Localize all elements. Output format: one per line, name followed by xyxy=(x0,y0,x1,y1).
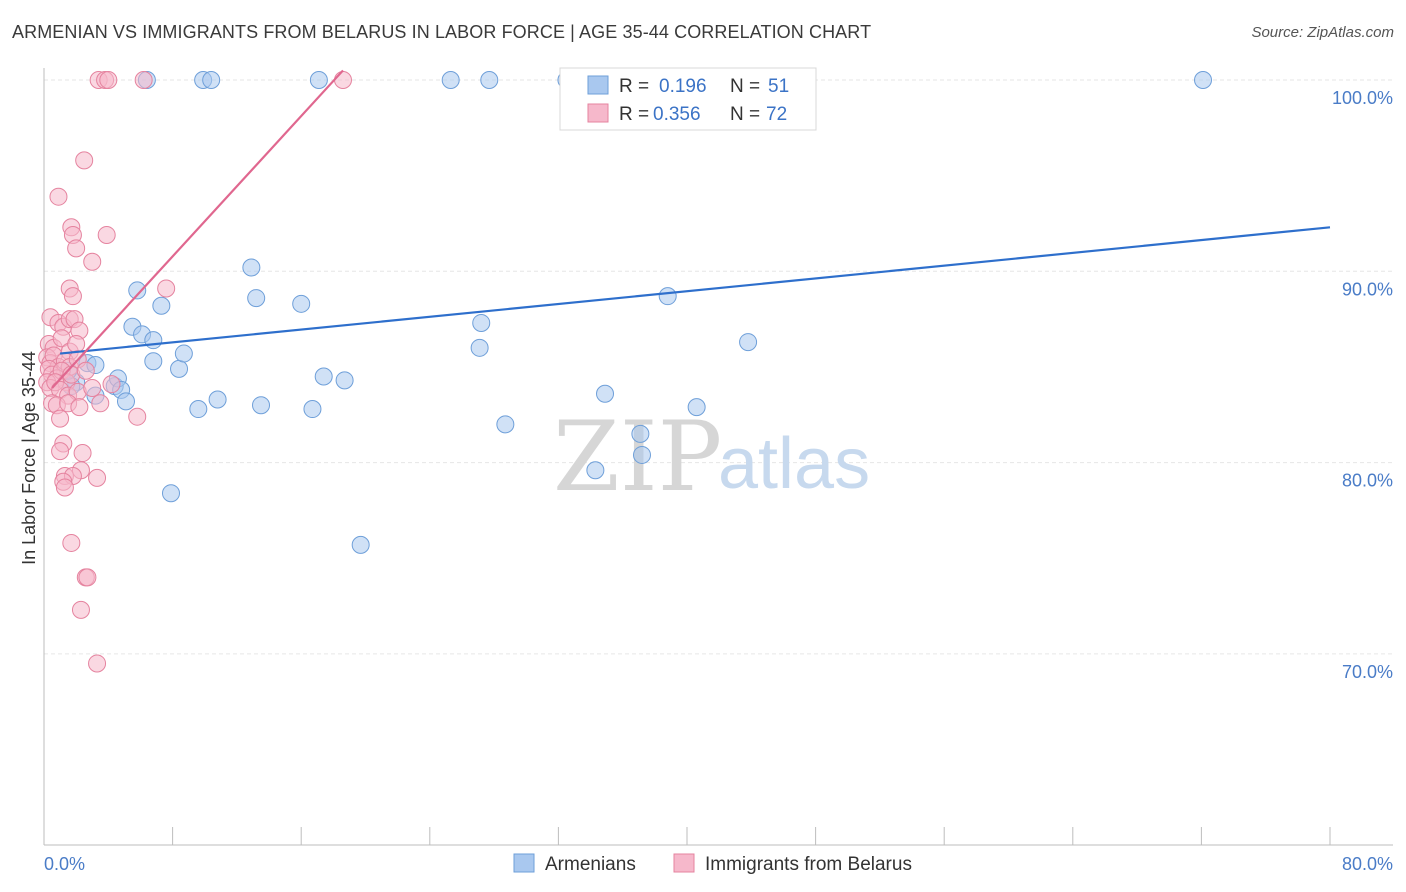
axes xyxy=(43,68,1393,846)
legend-swatch-armenians xyxy=(587,75,609,95)
point-belarus-63 xyxy=(88,468,107,487)
legend-r-label-belarus: R = xyxy=(619,104,649,125)
point-armenians-42 xyxy=(631,424,650,443)
point-armenians-4 xyxy=(441,71,460,89)
trend-line-armenians xyxy=(59,226,1331,355)
legend-bottom-swatch-belarus xyxy=(673,853,695,873)
point-belarus-68 xyxy=(88,654,107,673)
point-armenians-35 xyxy=(161,484,180,503)
point-belarus-4 xyxy=(333,71,352,89)
point-armenians-31 xyxy=(292,294,311,313)
point-belarus-14 xyxy=(157,279,176,298)
legend-bottom-label-belarus: Immigrants from Belarus xyxy=(705,854,912,875)
point-armenians-26 xyxy=(189,400,208,419)
point-armenians-22 xyxy=(144,352,163,371)
y-axis-title: In Labor Force | Age 35-44 xyxy=(19,351,39,565)
legend-n-label-belarus: N = xyxy=(730,104,760,125)
point-belarus-25 xyxy=(67,334,86,353)
point-belarus-47 xyxy=(102,375,121,394)
legend-n-value-belarus: 72 xyxy=(766,104,787,125)
point-belarus-64 xyxy=(62,533,81,552)
point-armenians-23 xyxy=(152,296,171,315)
point-belarus-52 xyxy=(91,394,110,413)
point-belarus-5 xyxy=(75,151,94,170)
point-armenians-30 xyxy=(252,396,271,415)
legend-swatch-belarus xyxy=(587,103,609,123)
point-armenians-44 xyxy=(658,287,677,306)
point-armenians-37 xyxy=(472,313,491,332)
legend-r-value-armenians: 0.196 xyxy=(659,76,707,97)
legend-r-value-belarus: 0.356 xyxy=(653,104,701,125)
point-armenians-39 xyxy=(496,415,515,434)
point-armenians-38 xyxy=(470,338,489,357)
point-belarus-57 xyxy=(73,444,92,463)
point-belarus-62 xyxy=(55,478,74,497)
legend-bottom-label-armenians: Armenians xyxy=(545,854,636,875)
gridlines xyxy=(44,79,1393,655)
point-belarus-39 xyxy=(76,361,95,380)
point-armenians-7 xyxy=(1194,71,1213,89)
point-armenians-19 xyxy=(128,281,147,300)
point-armenians-5 xyxy=(480,71,499,89)
point-armenians-33 xyxy=(314,367,333,386)
legend-stats: R = 0.196 N = 51 R = 0.356 N = 72 xyxy=(559,67,817,131)
point-armenians-17 xyxy=(116,392,135,411)
data-points xyxy=(38,71,1213,673)
point-belarus-66 xyxy=(78,568,97,587)
point-armenians-2 xyxy=(202,71,221,89)
point-armenians-24 xyxy=(170,359,189,378)
y-tick-label-0: 100.0% xyxy=(1332,88,1393,108)
point-armenians-32 xyxy=(303,400,322,419)
point-belarus-46 xyxy=(83,378,102,397)
point-armenians-27 xyxy=(208,390,227,409)
point-belarus-67 xyxy=(71,600,90,619)
point-armenians-46 xyxy=(739,333,758,352)
watermark: ZIP atlas xyxy=(553,401,870,513)
legend-n-label-armenians: N = xyxy=(730,76,760,97)
point-armenians-40 xyxy=(586,461,605,480)
point-belarus-6 xyxy=(49,187,68,206)
point-armenians-34 xyxy=(335,371,354,390)
point-belarus-53 xyxy=(51,409,70,428)
point-armenians-41 xyxy=(596,384,615,403)
point-armenians-36 xyxy=(351,535,370,554)
point-belarus-10 xyxy=(97,225,116,244)
legend-r-label-armenians: R = xyxy=(619,76,649,97)
point-armenians-29 xyxy=(247,289,266,308)
watermark-atlas: atlas xyxy=(718,424,870,504)
point-belarus-54 xyxy=(128,407,147,426)
point-belarus-56 xyxy=(51,442,70,461)
y-tick-labels: 100.0% 90.0% 80.0% 70.0% xyxy=(1332,88,1393,682)
legend-bottom-swatch-armenians xyxy=(513,853,535,873)
x-tick-label-0: 0.0% xyxy=(44,854,85,874)
legend-series: Armenians Immigrants from Belarus xyxy=(513,853,912,875)
trend-lines xyxy=(51,69,1331,389)
point-armenians-45 xyxy=(687,398,706,417)
trend-line-belarus xyxy=(51,69,344,389)
legend-n-value-armenians: 51 xyxy=(768,76,789,97)
x-tick-label-1: 80.0% xyxy=(1342,854,1393,874)
point-armenians-28 xyxy=(242,258,261,277)
x-tick-labels: 0.0% 80.0% xyxy=(44,854,1393,874)
point-armenians-3 xyxy=(309,71,328,89)
y-tick-label-2: 80.0% xyxy=(1342,471,1393,491)
y-tick-label-1: 90.0% xyxy=(1342,279,1393,299)
point-belarus-3 xyxy=(134,71,153,89)
point-armenians-25 xyxy=(174,344,193,363)
point-belarus-11 xyxy=(83,252,102,271)
y-tick-label-3: 70.0% xyxy=(1342,662,1393,682)
point-armenians-43 xyxy=(632,445,651,464)
chart-title: ARMENIAN VS IMMIGRANTS FROM BELARUS IN L… xyxy=(12,22,872,42)
point-belarus-9 xyxy=(67,239,86,258)
point-belarus-2 xyxy=(99,71,118,89)
point-armenians-21 xyxy=(144,331,163,350)
point-belarus-51 xyxy=(70,398,89,417)
source-credit: Source: ZipAtlas.com xyxy=(1251,24,1394,41)
point-belarus-13 xyxy=(63,287,82,306)
